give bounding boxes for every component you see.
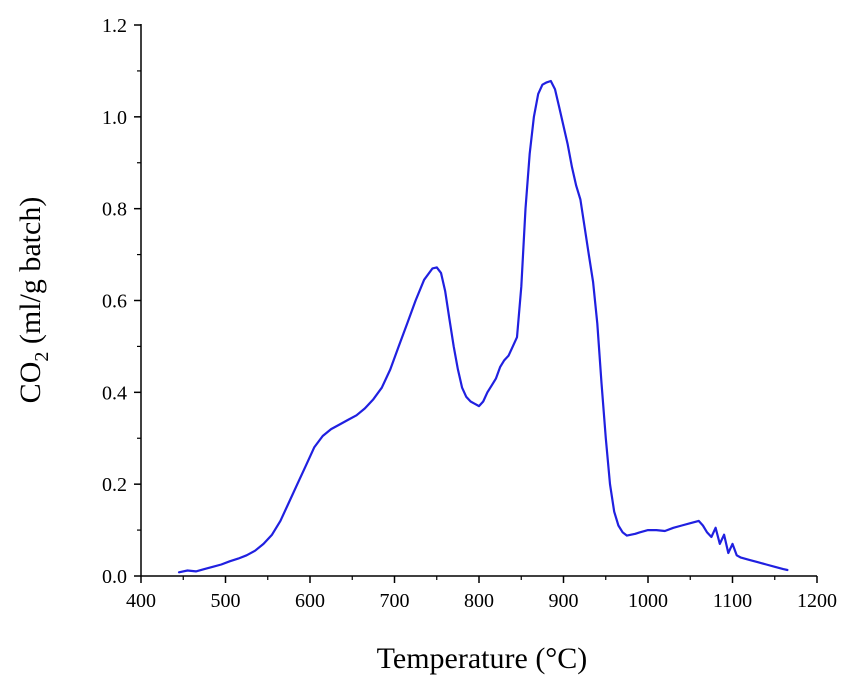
y-axis-title-suffix: (ml/g batch)	[14, 197, 47, 352]
y-tick-label: 0.6	[102, 291, 127, 313]
y-axis-title-prefix: CO	[14, 362, 47, 404]
y-tick-label: 1.0	[102, 107, 127, 129]
x-tick-label: 500	[211, 590, 241, 612]
y-axis-title-subscript: 2	[31, 352, 53, 362]
y-tick-label: 0.2	[102, 474, 127, 496]
y-tick-label: 0.4	[102, 382, 127, 404]
x-tick-label: 1100	[713, 590, 752, 612]
x-tick-label: 600	[295, 590, 325, 612]
x-tick-label: 1000	[628, 590, 668, 612]
y-axis-title: CO2 (ml/g batch)	[14, 197, 53, 404]
x-tick-label: 800	[464, 590, 494, 612]
x-tick-label: 900	[549, 590, 579, 612]
y-tick-label: 0.0	[102, 566, 127, 588]
plot-area: 400 500 600 700 800 900 1000 1100 1200 0.0 0.2 0.4…	[102, 15, 837, 612]
x-axis-title: Temperature (°C)	[377, 642, 588, 675]
x-tick-label: 1200	[797, 590, 837, 612]
x-tick-label: 700	[380, 590, 410, 612]
x-tick-label: 400	[126, 590, 156, 612]
y-axis-ticks: 0.0 0.2 0.4 0.6 0.8 1.0 1.2	[102, 15, 141, 588]
x-axis-ticks: 400 500 600 700 800 900 1000 1100 1200	[126, 576, 837, 612]
series-line-co2	[177, 79, 789, 574]
y-tick-label: 0.8	[102, 199, 127, 221]
y-tick-label: 1.2	[102, 15, 127, 37]
